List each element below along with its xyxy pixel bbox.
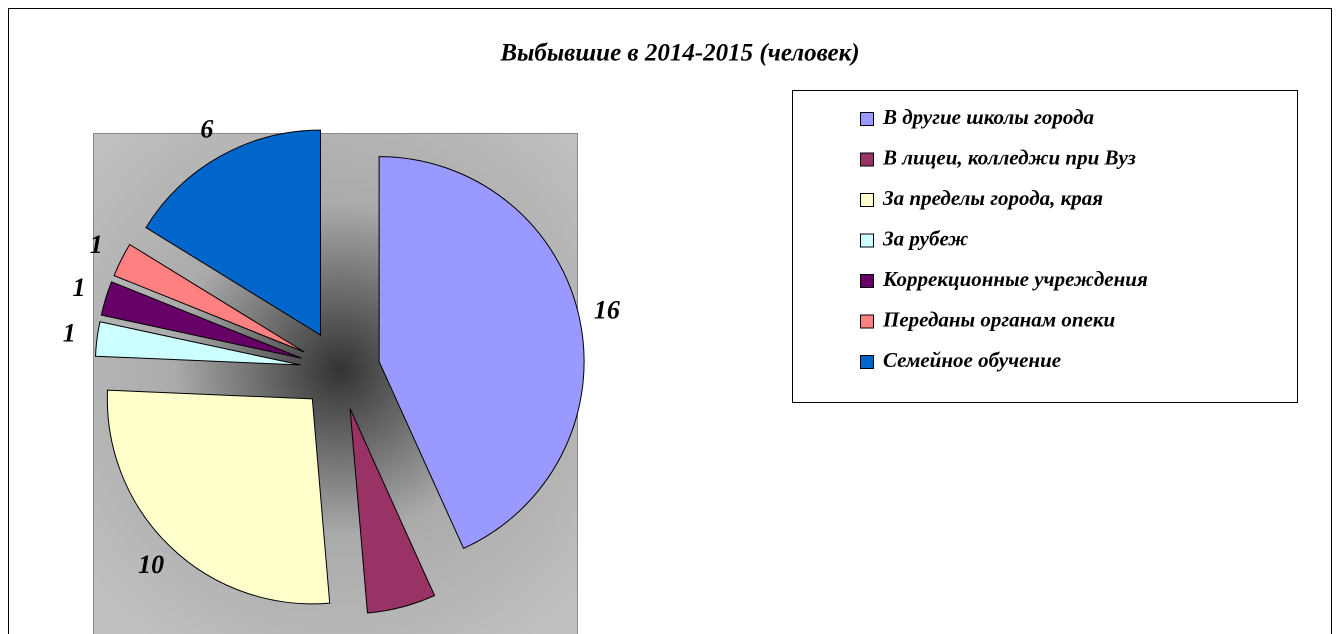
legend-swatch [860, 193, 874, 207]
legend-label: Переданы органам опеки [882, 307, 1115, 331]
legend-label: В другие школы города [882, 105, 1094, 129]
legend-swatch [860, 355, 874, 369]
legend-swatch [860, 274, 874, 288]
data-label: 16 [594, 295, 620, 324]
legend-swatch [860, 233, 874, 248]
legend-swatch [860, 314, 874, 329]
legend-swatch [860, 152, 874, 167]
legend-label: За пределы города, края [882, 186, 1103, 210]
pie-slice [349, 408, 436, 614]
pie-slice [106, 389, 331, 605]
data-label: 1 [90, 230, 103, 259]
pie-slice [113, 243, 305, 353]
pie-slice [94, 321, 301, 366]
legend-label: За рубеж [882, 226, 968, 250]
data-label: 1 [72, 273, 85, 302]
legend-swatch [860, 112, 874, 126]
pie-slice [378, 156, 585, 550]
pie-slice [100, 281, 302, 359]
data-label: 10 [138, 550, 164, 579]
legend-label: Семейное обучение [883, 348, 1061, 372]
data-label: 6 [200, 115, 213, 144]
data-label: 1 [63, 318, 76, 347]
pie-slice [145, 129, 321, 336]
legend-label: Коррекционные учреждения [882, 267, 1148, 291]
legend-label: В лицеи, колледжи при Вуз [882, 145, 1136, 169]
chart-title: Выбывшие в 2014-2015 (человек) [499, 40, 859, 67]
legend-box [792, 90, 1298, 403]
